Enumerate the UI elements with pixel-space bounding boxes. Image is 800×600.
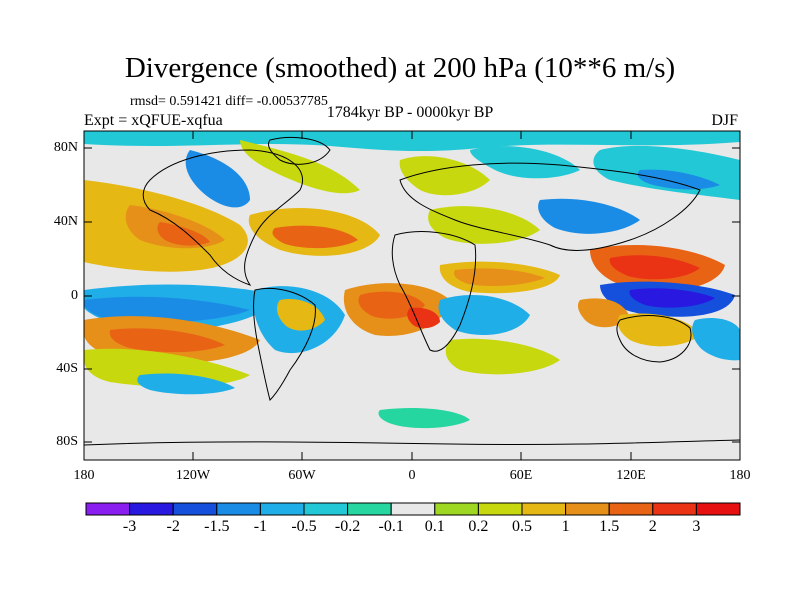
wpac-pos-core: [609, 255, 700, 280]
experiment-label: Expt = xQFUE-xqfua: [84, 112, 223, 129]
colorbar-label: -0.5: [291, 518, 317, 535]
antarctica-outline: [84, 439, 740, 446]
stats-text: rmsd= 0.591421 diff= -0.00537785: [130, 94, 328, 109]
colorbar-swatch: [695, 502, 741, 516]
io-neg: [438, 295, 530, 335]
colorbar-swatch: [303, 502, 349, 516]
lat-tick-label: 40S: [56, 361, 78, 376]
lon-tick-label: 60W: [288, 468, 316, 483]
arctic-band: [84, 131, 740, 152]
map-field: [84, 131, 740, 460]
colorbar-label: 3: [692, 518, 701, 535]
north-america-outline: [142, 149, 303, 286]
spac-pos-2: [84, 348, 250, 387]
si-pos: [445, 338, 560, 375]
colorbar-swatch: [216, 502, 261, 516]
africa-outline: [391, 231, 477, 352]
me-pos: [428, 206, 540, 244]
lon-tick-label: 180: [729, 468, 751, 483]
colorbar-swatch: [434, 502, 479, 516]
season-label: DJF: [711, 112, 738, 129]
africa-red-core: [407, 307, 440, 329]
colorbar-label: -1.5: [204, 518, 230, 535]
asia-neg: [538, 198, 640, 234]
australia-outline: [616, 315, 692, 363]
colorbar-label: -1: [253, 518, 268, 535]
colorbar-label: 0.2: [468, 518, 489, 535]
colorbar-swatch: [172, 502, 218, 516]
colorbar-label: -0.1: [378, 518, 404, 535]
colorbar: [85, 502, 741, 516]
greenland-outline: [267, 136, 331, 165]
colorbar-label: -2: [166, 518, 180, 535]
colorbar-label: 0.5: [512, 518, 532, 535]
colorbar-swatch: [521, 502, 567, 516]
colorbar-label: -3: [122, 518, 137, 535]
lon-tick-label: 0: [408, 468, 416, 483]
colorbar-label: 0.1: [424, 518, 445, 535]
spac-e-neg: [692, 318, 740, 361]
na-positive: [240, 140, 360, 194]
lat-tick-label: 80N: [53, 140, 78, 155]
colorbar-swatch: [259, 502, 305, 516]
lon-tick-label: 120W: [175, 468, 211, 483]
colorbar-swatch: [347, 502, 392, 516]
south-america-outline: [253, 287, 316, 401]
colorbar-swatch: [477, 502, 523, 516]
colorbar-swatch: [565, 502, 610, 516]
siberia-band: [470, 146, 580, 179]
colorbar-label: 1.5: [599, 518, 620, 535]
io-east-pos: [577, 298, 630, 328]
so-band: [84, 389, 740, 423]
colorbar-label: 2: [648, 518, 657, 535]
colorbar-swatch: [85, 502, 131, 516]
lat-tick-label: 80S: [56, 434, 78, 449]
atl-pos-core: [272, 225, 358, 249]
lat-tick-label: 0: [71, 288, 78, 303]
lat-tick-label: 40N: [53, 214, 78, 229]
wpac-neg-core: [629, 288, 715, 308]
antarctic-band: [84, 434, 740, 460]
axis-ticks: [83, 131, 741, 460]
colorbar-swatch: [129, 502, 174, 516]
so-neg: [378, 408, 470, 429]
trop-pac-neg-core: [84, 296, 250, 323]
lon-tick-label: 180: [73, 468, 95, 483]
colorbar-swatch: [390, 502, 436, 516]
eurasia-outline: [399, 162, 701, 251]
so-neg-2: [137, 373, 235, 395]
colorbar-label: -0.2: [334, 518, 361, 535]
colorbar-swatch: [652, 502, 697, 516]
sa-pos: [277, 299, 325, 331]
map-title: Divergence (smoothed) at 200 hPa (10**6 …: [124, 52, 676, 84]
lon-tick-label: 120E: [616, 468, 646, 483]
coastlines: [84, 136, 740, 446]
colorbar-swatch: [608, 502, 654, 516]
pacific-pos-3: [157, 222, 210, 246]
na-neg: [185, 150, 250, 208]
lon-tick-label: 60E: [509, 468, 533, 483]
spac-pos-core: [109, 328, 225, 353]
period-label: 1784kyr BP - 0000kyr BP: [326, 104, 494, 121]
io-pos-core: [454, 268, 545, 286]
npac-neg: [637, 169, 720, 190]
colorbar-label: 1: [561, 518, 570, 535]
